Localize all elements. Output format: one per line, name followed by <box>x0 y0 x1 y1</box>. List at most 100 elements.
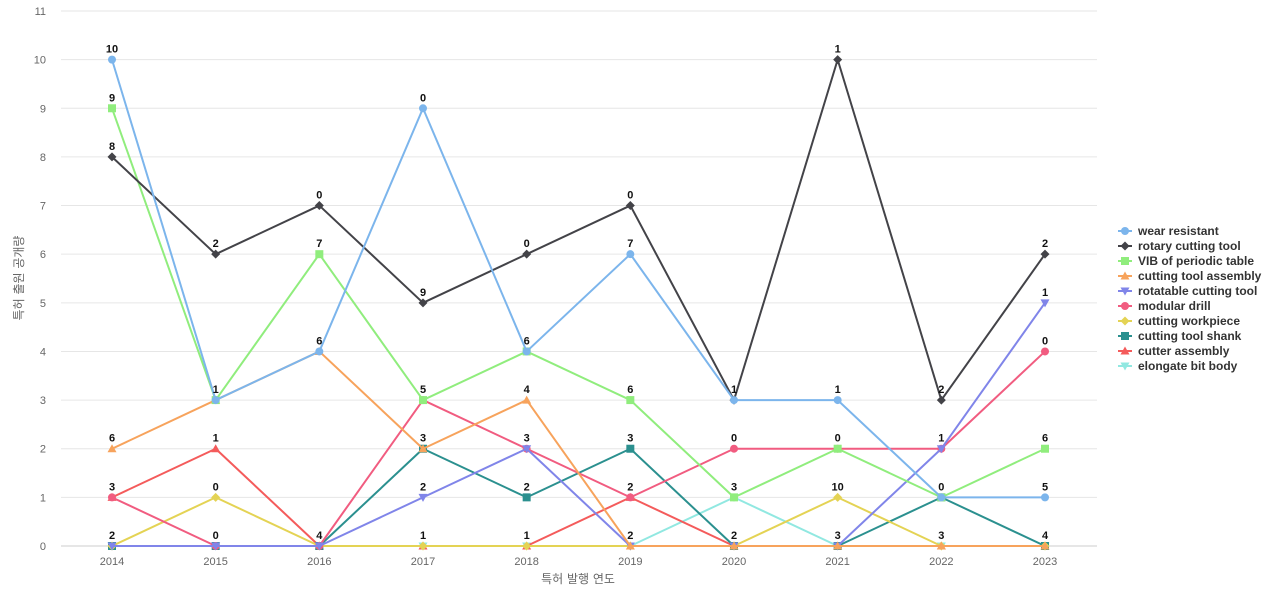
legend-label: rotary cutting tool <box>1138 239 1241 253</box>
legend-marker <box>1120 346 1130 355</box>
data-point <box>107 444 117 453</box>
data-label: 0 <box>420 92 426 104</box>
legend-marker <box>1120 287 1130 296</box>
data-point <box>833 55 843 65</box>
data-label: 4 <box>316 530 323 542</box>
data-point <box>418 444 428 453</box>
series-line <box>112 302 1046 547</box>
series-1 <box>107 55 1050 405</box>
data-label: 10 <box>106 44 118 56</box>
data-label: 0 <box>938 481 944 493</box>
data-label: 3 <box>420 433 426 445</box>
data-label: 2 <box>213 238 219 250</box>
data-point <box>211 444 221 453</box>
data-label: 7 <box>627 238 633 250</box>
legend-item[interactable]: elongate bit body <box>1118 359 1238 373</box>
data-label: 0 <box>627 190 633 202</box>
legend-item[interactable]: cutting tool assembly <box>1118 269 1262 283</box>
x-tick-label: 2017 <box>411 556 435 568</box>
data-label: 0 <box>213 481 219 493</box>
x-axis-title: 특허 발행 연도 <box>541 571 615 586</box>
data-point <box>419 396 427 405</box>
data-point <box>833 396 842 405</box>
legend-marker <box>1121 227 1129 235</box>
data-point <box>1041 493 1049 502</box>
legend-item[interactable]: VIB of periodic table <box>1118 254 1254 268</box>
data-label: 6 <box>316 335 322 347</box>
legend-marker <box>1120 241 1130 251</box>
data-point <box>315 250 324 259</box>
data-label: 2 <box>524 481 530 493</box>
series-line <box>111 58 1046 402</box>
series-line <box>111 59 1045 499</box>
data-label: 0 <box>731 433 737 445</box>
x-tick-label: 2019 <box>618 556 642 568</box>
data-point <box>211 249 221 259</box>
y-tick-label: 11 <box>35 6 46 18</box>
data-point <box>1041 347 1049 356</box>
x-tick-label: 2023 <box>1033 556 1057 568</box>
legend-item[interactable]: cutting workpiece <box>1118 314 1240 328</box>
legend-item[interactable]: cutting tool shank <box>1118 329 1242 343</box>
y-tick-label: 1 <box>40 492 46 504</box>
x-tick-label: 2022 <box>929 556 953 568</box>
x-tick-label: 2020 <box>722 556 746 568</box>
data-label: 6 <box>524 335 530 347</box>
data-point <box>315 347 324 356</box>
legend-label: cutting tool shank <box>1138 329 1242 343</box>
data-point <box>419 104 427 113</box>
x-tick-label: 2014 <box>100 556 124 568</box>
data-point <box>729 541 739 550</box>
data-label: 1 <box>420 530 426 542</box>
legend-item[interactable]: modular drill <box>1118 299 1211 313</box>
data-point <box>730 493 738 502</box>
data-point <box>522 249 532 259</box>
y-tick-label: 7 <box>40 201 46 213</box>
legend-item[interactable]: rotary cutting tool <box>1118 239 1241 253</box>
data-point <box>522 493 531 502</box>
data-label: 0 <box>213 530 219 542</box>
legend-item[interactable]: wear resistant <box>1118 224 1219 238</box>
data-point <box>211 542 221 551</box>
legend-item[interactable]: cutter assembly <box>1118 344 1230 358</box>
series-4 <box>107 299 1050 551</box>
data-label: 9 <box>420 287 426 299</box>
y-axis-title: 특허 출원 공개량 <box>12 236 26 321</box>
data-point <box>522 395 532 404</box>
data-point <box>626 250 635 259</box>
data-point <box>108 104 116 113</box>
data-point <box>1040 541 1050 550</box>
data-point <box>522 541 532 551</box>
data-label: 3 <box>109 481 115 493</box>
y-tick-label: 8 <box>40 152 46 164</box>
y-tick-label: 6 <box>40 249 46 261</box>
legend-item[interactable]: rotatable cutting tool <box>1118 284 1257 298</box>
data-label: 2 <box>938 384 944 396</box>
data-point <box>937 493 946 502</box>
x-tick-label: 2016 <box>307 556 331 568</box>
legend-marker <box>1120 316 1130 326</box>
data-point <box>936 541 946 550</box>
legend-label: wear resistant <box>1137 224 1219 238</box>
data-point <box>936 395 946 405</box>
data-labels: 1098632211000764095321064321076322103211… <box>106 44 1049 542</box>
data-label: 2 <box>627 530 633 542</box>
legend-label: cutter assembly <box>1138 344 1230 358</box>
legend-label: modular drill <box>1138 299 1211 313</box>
x-tick-label: 2021 <box>825 556 849 568</box>
data-label: 5 <box>1042 481 1048 493</box>
data-point <box>418 493 428 502</box>
data-label: 2 <box>420 481 426 493</box>
legend-marker <box>1120 271 1130 280</box>
data-point <box>314 542 324 551</box>
series-line <box>111 107 1046 499</box>
data-label: 1 <box>731 384 737 396</box>
data-point <box>833 541 843 550</box>
legend-marker <box>1121 257 1129 265</box>
x-tick-label: 2015 <box>203 556 227 568</box>
data-point <box>626 493 635 502</box>
data-label: 3 <box>731 481 737 493</box>
legend-label: rotatable cutting tool <box>1138 284 1257 298</box>
data-label: 1 <box>835 384 841 396</box>
